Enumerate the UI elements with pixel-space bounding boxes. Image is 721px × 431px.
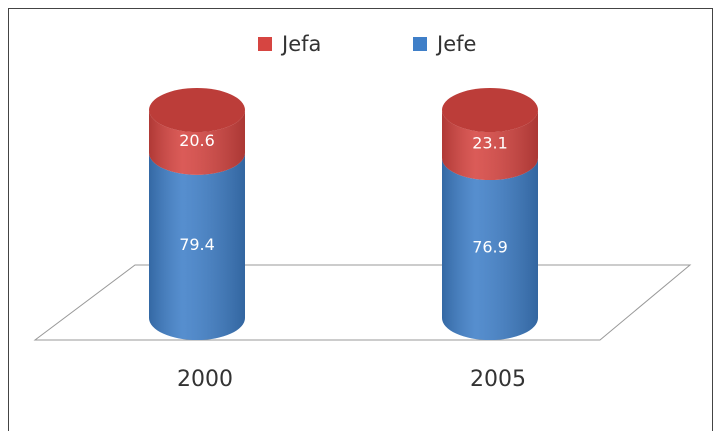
legend-label: Jefe [435, 32, 476, 56]
legend-swatch [258, 37, 272, 51]
x-tick-label: 2000 [177, 367, 233, 392]
x-tick-label: 2005 [470, 367, 526, 392]
chart: Jefa Jefe 79.4 20.6 2000 76.9 23.1 2005 [0, 0, 721, 431]
floor [35, 265, 690, 340]
bar-top [149, 88, 245, 132]
data-label: 23.1 [472, 133, 508, 152]
frame [9, 9, 713, 431]
data-label: 20.6 [179, 131, 215, 150]
bar-top [442, 88, 538, 132]
legend-label: Jefa [280, 32, 321, 56]
legend-swatch [413, 37, 427, 51]
data-label: 76.9 [472, 237, 508, 256]
data-label: 79.4 [179, 235, 215, 254]
